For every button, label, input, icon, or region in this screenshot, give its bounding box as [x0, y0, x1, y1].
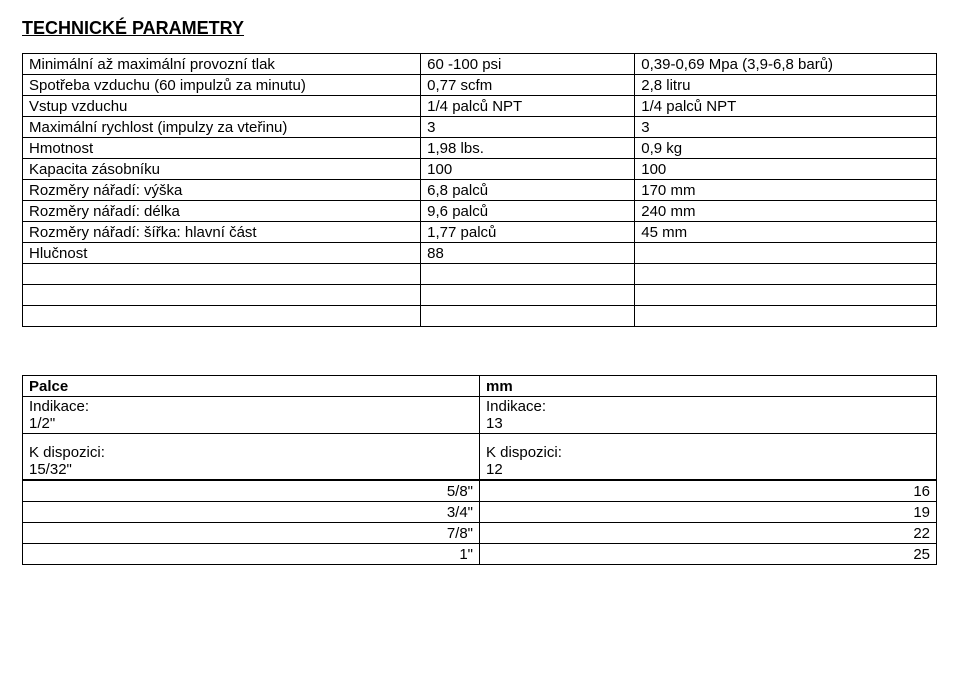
spec-value-2: 3: [635, 117, 937, 138]
spec-value-2: 240 mm: [635, 201, 937, 222]
table-row: 1"25: [23, 544, 937, 565]
empty-cell: [421, 285, 635, 306]
conv-left: 7/8": [23, 523, 480, 544]
value: 12: [486, 461, 503, 478]
value: 1/2": [29, 415, 55, 432]
value: 15/32": [29, 461, 72, 478]
cell: K dispozici: 15/32": [23, 434, 480, 480]
conv-right: 16: [480, 481, 937, 502]
table-row: 5/8"16: [23, 481, 937, 502]
label: K dispozici:: [486, 444, 562, 461]
spec-value-2: 2,8 litru: [635, 75, 937, 96]
table-row: Kapacita zásobníku100100: [23, 159, 937, 180]
conv-left: 3/4": [23, 502, 480, 523]
table-row: Indikace: 1/2" Indikace: 13: [23, 397, 937, 434]
table-row: Rozměry nářadí: výška6,8 palců170 mm: [23, 180, 937, 201]
empty-cell: [635, 285, 937, 306]
spec-value-1: 88: [421, 243, 635, 264]
conv-left: 1": [23, 544, 480, 565]
units-header-left: Palce: [23, 376, 480, 397]
empty-cell: [23, 306, 421, 327]
cell: Indikace: 1/2": [23, 397, 480, 434]
spec-table: Minimální až maximální provozní tlak60 -…: [22, 53, 937, 327]
spec-label: Hmotnost: [23, 138, 421, 159]
table-row: [23, 285, 937, 306]
units-table: Palce mm Indikace: 1/2" Indikace: 13 K d…: [22, 375, 937, 480]
spec-value-2: 45 mm: [635, 222, 937, 243]
label: Indikace:: [29, 398, 89, 415]
spec-value-2: 100: [635, 159, 937, 180]
conversion-table: 5/8"163/4"197/8"221"25: [22, 480, 937, 565]
table-row: Hlučnost88: [23, 243, 937, 264]
label: K dispozici:: [29, 444, 105, 461]
table-row: [23, 306, 937, 327]
table-row: Vstup vzduchu1/4 palců NPT1/4 palců NPT: [23, 96, 937, 117]
conv-right: 19: [480, 502, 937, 523]
table-row: Rozměry nářadí: délka9,6 palců240 mm: [23, 201, 937, 222]
spec-label: Rozměry nářadí: šířka: hlavní část: [23, 222, 421, 243]
table-row: 7/8"22: [23, 523, 937, 544]
empty-cell: [23, 285, 421, 306]
spec-label: Hlučnost: [23, 243, 421, 264]
spec-value-1: 60 -100 psi: [421, 54, 635, 75]
table-row: K dispozici: 15/32" K dispozici: 12: [23, 434, 937, 480]
empty-cell: [23, 264, 421, 285]
label: Indikace:: [486, 398, 546, 415]
spec-label: Spotřeba vzduchu (60 impulzů za minutu): [23, 75, 421, 96]
spec-value-1: 1/4 palců NPT: [421, 96, 635, 117]
empty-cell: [635, 306, 937, 327]
table-row: Hmotnost1,98 lbs.0,9 kg: [23, 138, 937, 159]
empty-cell: [421, 306, 635, 327]
spec-value-1: 9,6 palců: [421, 201, 635, 222]
empty-cell: [635, 264, 937, 285]
spec-label: Maximální rychlost (impulzy za vteřinu): [23, 117, 421, 138]
value: 13: [486, 415, 503, 432]
spec-value-2: 0,39-0,69 Mpa (3,9-6,8 barů): [635, 54, 937, 75]
table-row: Spotřeba vzduchu (60 impulzů za minutu)0…: [23, 75, 937, 96]
spec-value-2: 1/4 palců NPT: [635, 96, 937, 117]
spec-value-1: 1,98 lbs.: [421, 138, 635, 159]
cell: K dispozici: 12: [480, 434, 937, 480]
table-row: Palce mm: [23, 376, 937, 397]
conv-right: 22: [480, 523, 937, 544]
table-row: Rozměry nářadí: šířka: hlavní část1,77 p…: [23, 222, 937, 243]
empty-cell: [421, 264, 635, 285]
spec-label: Kapacita zásobníku: [23, 159, 421, 180]
conv-right: 25: [480, 544, 937, 565]
table-row: Minimální až maximální provozní tlak60 -…: [23, 54, 937, 75]
table-row: Maximální rychlost (impulzy za vteřinu)3…: [23, 117, 937, 138]
spec-label: Rozměry nářadí: výška: [23, 180, 421, 201]
spec-value-2: 170 mm: [635, 180, 937, 201]
spec-value-2: 0,9 kg: [635, 138, 937, 159]
spec-label: Rozměry nářadí: délka: [23, 201, 421, 222]
spec-value-1: 3: [421, 117, 635, 138]
cell: Indikace: 13: [480, 397, 937, 434]
page-title: TECHNICKÉ PARAMETRY: [22, 18, 937, 39]
table-row: [23, 264, 937, 285]
spec-label: Minimální až maximální provozní tlak: [23, 54, 421, 75]
spec-value-1: 0,77 scfm: [421, 75, 635, 96]
spec-value-1: 6,8 palců: [421, 180, 635, 201]
table-row: 3/4"19: [23, 502, 937, 523]
conv-left: 5/8": [23, 481, 480, 502]
spec-value-2: [635, 243, 937, 264]
spec-value-1: 100: [421, 159, 635, 180]
spec-label: Vstup vzduchu: [23, 96, 421, 117]
units-header-right: mm: [480, 376, 937, 397]
spec-value-1: 1,77 palců: [421, 222, 635, 243]
spacer: [22, 327, 937, 375]
